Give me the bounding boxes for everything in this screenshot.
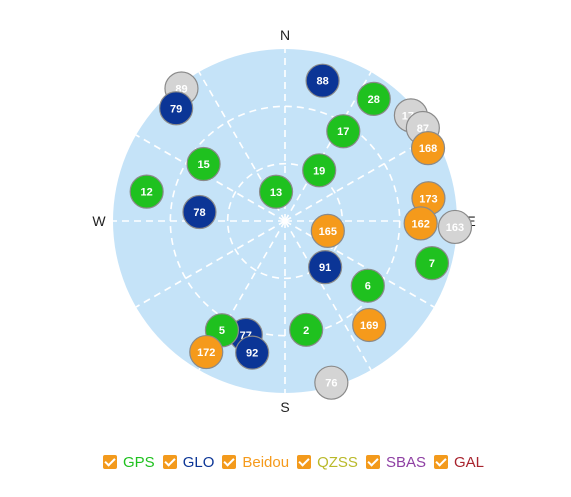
satellite-label: 12 — [141, 187, 153, 199]
legend-label-sbas: SBAS — [385, 453, 426, 471]
legend-label-beidou: Beidou — [242, 453, 290, 471]
satellite-88[interactable]: 88 — [305, 63, 340, 98]
satellite-169[interactable]: 169 — [352, 307, 387, 343]
satellite-12[interactable]: 12 — [129, 174, 164, 209]
sky-plot: NESW 89798828170871681715191312781731631… — [92, 27, 475, 415]
satellite-marker — [350, 268, 385, 303]
legend-item-gal[interactable]: GAL — [433, 453, 490, 471]
sbas-checkbox[interactable] — [365, 455, 380, 469]
satellite-label: 79 — [170, 103, 182, 115]
satellite-91[interactable]: 91 — [308, 250, 343, 285]
gps-checkbox[interactable] — [103, 455, 117, 469]
satellite-label: 6 — [365, 281, 371, 293]
satellite-label: 165 — [319, 226, 337, 238]
legend-item-qzss[interactable]: QZSS — [297, 454, 364, 471]
satellite-label: 92 — [246, 348, 258, 360]
satellite-marker — [189, 334, 224, 370]
compass-west: W — [92, 213, 106, 229]
satellite-label: 78 — [193, 207, 205, 219]
azimuth-line — [284, 220, 372, 371]
satellite-79[interactable]: 79 — [159, 91, 194, 126]
satellite-2[interactable]: 2 — [289, 312, 324, 347]
satellite-marker — [129, 174, 164, 209]
satellite-13[interactable]: 13 — [258, 174, 294, 209]
beidou-checkbox[interactable] — [222, 455, 237, 469]
legend-item-gps[interactable]: GPS — [103, 454, 161, 471]
satellite-label: 169 — [360, 320, 378, 332]
satellite-label: 7 — [429, 258, 435, 270]
satellite-label: 19 — [313, 165, 325, 177]
satellite-marker — [302, 153, 337, 188]
satellite-165[interactable]: 165 — [310, 213, 345, 248]
azimuth-line — [284, 134, 435, 222]
satellite-label: 13 — [270, 187, 282, 199]
legend-item-beidou[interactable]: Beidou — [222, 454, 295, 471]
satellite-marker — [159, 91, 194, 126]
satellite-label: 2 — [303, 325, 309, 337]
satellite-marker — [326, 114, 361, 149]
satellite-marker — [305, 63, 340, 98]
satellite-label: 168 — [419, 143, 437, 155]
satellite-28[interactable]: 28 — [356, 81, 391, 116]
satellite-163[interactable]: 163 — [437, 209, 473, 245]
satellite-label: 172 — [197, 347, 215, 359]
satellite-label: 173 — [419, 193, 437, 205]
satellite-6[interactable]: 6 — [350, 268, 385, 303]
satellite-label: 162 — [411, 218, 429, 230]
constellation-legend: GPS GLO Beidou QZSS SBAS GAL — [103, 451, 492, 473]
elevation-ring — [226, 162, 344, 280]
satellite-marker — [352, 307, 387, 343]
satellite-marker — [403, 206, 438, 241]
satellite-marker — [182, 194, 217, 230]
satellite-marker — [308, 250, 343, 285]
satellite-marker — [186, 146, 221, 182]
satellite-162[interactable]: 162 — [403, 206, 438, 241]
satellite-marker — [310, 213, 345, 248]
legend-label-gal: GAL — [453, 453, 484, 471]
legend-label-gps: GPS — [123, 453, 155, 471]
satellite-label: 5 — [219, 325, 225, 337]
satellite-label: 15 — [197, 159, 209, 171]
satellite-label: 17 — [337, 126, 349, 138]
azimuth-line — [284, 220, 435, 308]
compass-north: N — [280, 27, 290, 43]
satellite-marker — [437, 209, 473, 245]
satellite-168[interactable]: 168 — [410, 131, 446, 166]
satellite-7[interactable]: 7 — [414, 246, 450, 281]
satellite-17[interactable]: 17 — [326, 114, 361, 149]
satellite-marker — [289, 312, 324, 347]
qzss-checkbox[interactable] — [297, 455, 312, 469]
compass-south: S — [280, 399, 289, 415]
glo-checkbox[interactable] — [162, 455, 177, 469]
satellite-19[interactable]: 19 — [302, 153, 337, 188]
legend-item-sbas[interactable]: SBAS — [365, 453, 432, 471]
satellite-marker — [258, 174, 294, 209]
satellite-marker — [235, 335, 270, 370]
legend-item-glo[interactable]: GLO — [162, 453, 221, 471]
satellite-label: 91 — [319, 262, 331, 274]
satellite-78[interactable]: 78 — [182, 194, 217, 230]
azimuth-line — [284, 71, 372, 222]
legend-label-qzss: QZSS — [317, 453, 358, 471]
azimuth-line — [135, 220, 286, 308]
satellite-marker — [410, 131, 446, 166]
satellite-marker — [314, 365, 349, 400]
satellite-marker — [414, 246, 450, 281]
legend-label-glo: GLO — [182, 453, 215, 471]
satellite-172[interactable]: 172 — [189, 334, 224, 370]
satellite-label: 163 — [446, 222, 464, 234]
satellite-label: 76 — [325, 378, 337, 390]
gal-checkbox[interactable] — [433, 455, 448, 469]
azimuth-line — [198, 220, 286, 371]
satellite-92[interactable]: 92 — [235, 335, 270, 370]
satellite-label: 88 — [316, 76, 328, 88]
satellite-76[interactable]: 76 — [314, 365, 349, 400]
satellite-marker — [356, 81, 391, 116]
satellite-label: 28 — [368, 94, 380, 106]
satellite-15[interactable]: 15 — [186, 146, 221, 182]
